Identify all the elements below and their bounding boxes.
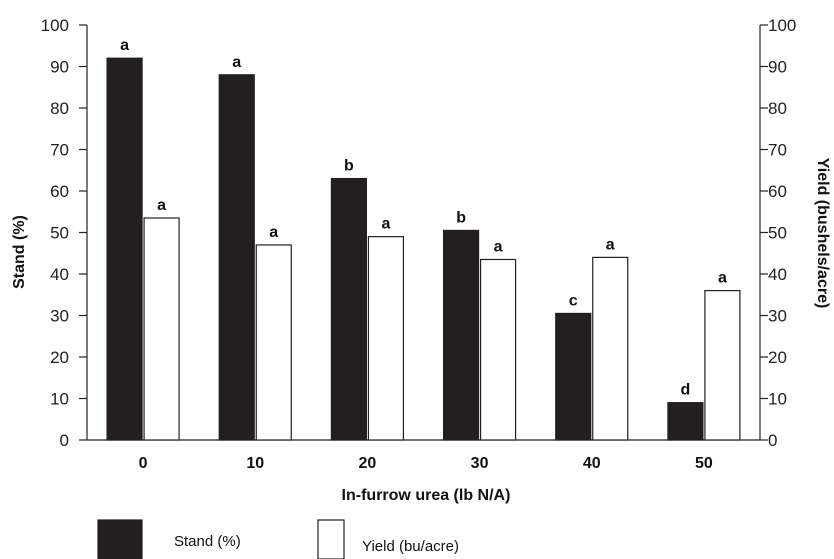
x-tick-label: 20 (359, 455, 377, 472)
right-tick-label: 40 (768, 265, 787, 284)
x-tick-label: 50 (695, 455, 713, 472)
left-tick-label: 30 (50, 307, 69, 326)
left-tick-label: 0 (60, 431, 69, 450)
x-tick-label: 40 (583, 455, 601, 472)
sig-label-stand: c (569, 292, 578, 309)
left-axis-title: Stand (%) (11, 215, 28, 289)
right-tick-label: 60 (768, 182, 787, 201)
sig-label-stand: a (232, 54, 241, 71)
right-tick-label: 20 (768, 348, 787, 367)
left-tick-label: 100 (41, 16, 69, 35)
bar-stand (218, 74, 255, 441)
right-tick-label: 0 (768, 431, 777, 450)
bar-yield (143, 217, 180, 441)
sig-label-stand: b (456, 209, 466, 226)
sig-label-yield: a (606, 236, 615, 253)
left-tick-label: 50 (50, 224, 69, 243)
legend-swatch-yield (317, 519, 345, 559)
bar-yield (704, 290, 741, 441)
bar-stand (442, 229, 480, 441)
sig-label-yield: a (494, 238, 503, 255)
bar-stand (667, 402, 704, 441)
x-tick-label: 30 (471, 455, 489, 472)
right-tick-label: 10 (768, 390, 787, 409)
legend-label-stand: Stand (%) (174, 533, 241, 550)
x-axis: 0 10 20 30 40 50 (87, 439, 760, 472)
bar-yield (255, 244, 292, 441)
left-y-axis: 0 10 20 30 40 50 60 70 80 90 100 (41, 16, 88, 450)
right-y-axis: 0 10 20 30 40 50 60 70 80 90 100 (759, 16, 796, 450)
sig-label-yield: a (718, 270, 727, 287)
bars (106, 57, 741, 441)
x-tick-label: 0 (139, 455, 148, 472)
left-tick-label: 80 (50, 99, 69, 118)
right-tick-label: 100 (768, 16, 796, 35)
bar-yield (367, 236, 405, 441)
significance-labels: a a a a b a b a c a d a (120, 37, 727, 398)
left-tick-label: 20 (50, 348, 69, 367)
sig-label-yield: a (157, 197, 166, 214)
x-tick-label: 10 (246, 455, 264, 472)
bar-yield (479, 258, 517, 441)
bar-stand (106, 57, 143, 441)
left-tick-label: 70 (50, 141, 69, 160)
right-tick-label: 90 (768, 58, 787, 77)
right-tick-label: 50 (768, 224, 787, 243)
left-tick-label: 60 (50, 182, 69, 201)
legend-swatch-stand (97, 519, 143, 559)
bar-stand (555, 312, 592, 441)
left-tick-label: 10 (50, 390, 69, 409)
right-tick-label: 80 (768, 99, 787, 118)
bar-stand (330, 177, 368, 441)
sig-label-yield: a (269, 224, 278, 241)
sig-label-yield: a (381, 216, 390, 233)
bar-yield (592, 256, 629, 441)
right-tick-label: 70 (768, 141, 787, 160)
legend: Stand (%) Yield (bu/acre) (97, 519, 459, 559)
left-tick-label: 40 (50, 265, 69, 284)
sig-label-stand: d (681, 382, 691, 399)
legend-label-yield: Yield (bu/acre) (362, 538, 459, 555)
sig-label-stand: a (120, 37, 129, 54)
left-tick-label: 90 (50, 58, 69, 77)
right-tick-label: 30 (768, 307, 787, 326)
right-axis-title: Yield (bushels/acre) (814, 158, 831, 309)
x-axis-title: In-furrow urea (lb N/A) (342, 487, 511, 504)
sig-label-stand: b (344, 158, 354, 175)
